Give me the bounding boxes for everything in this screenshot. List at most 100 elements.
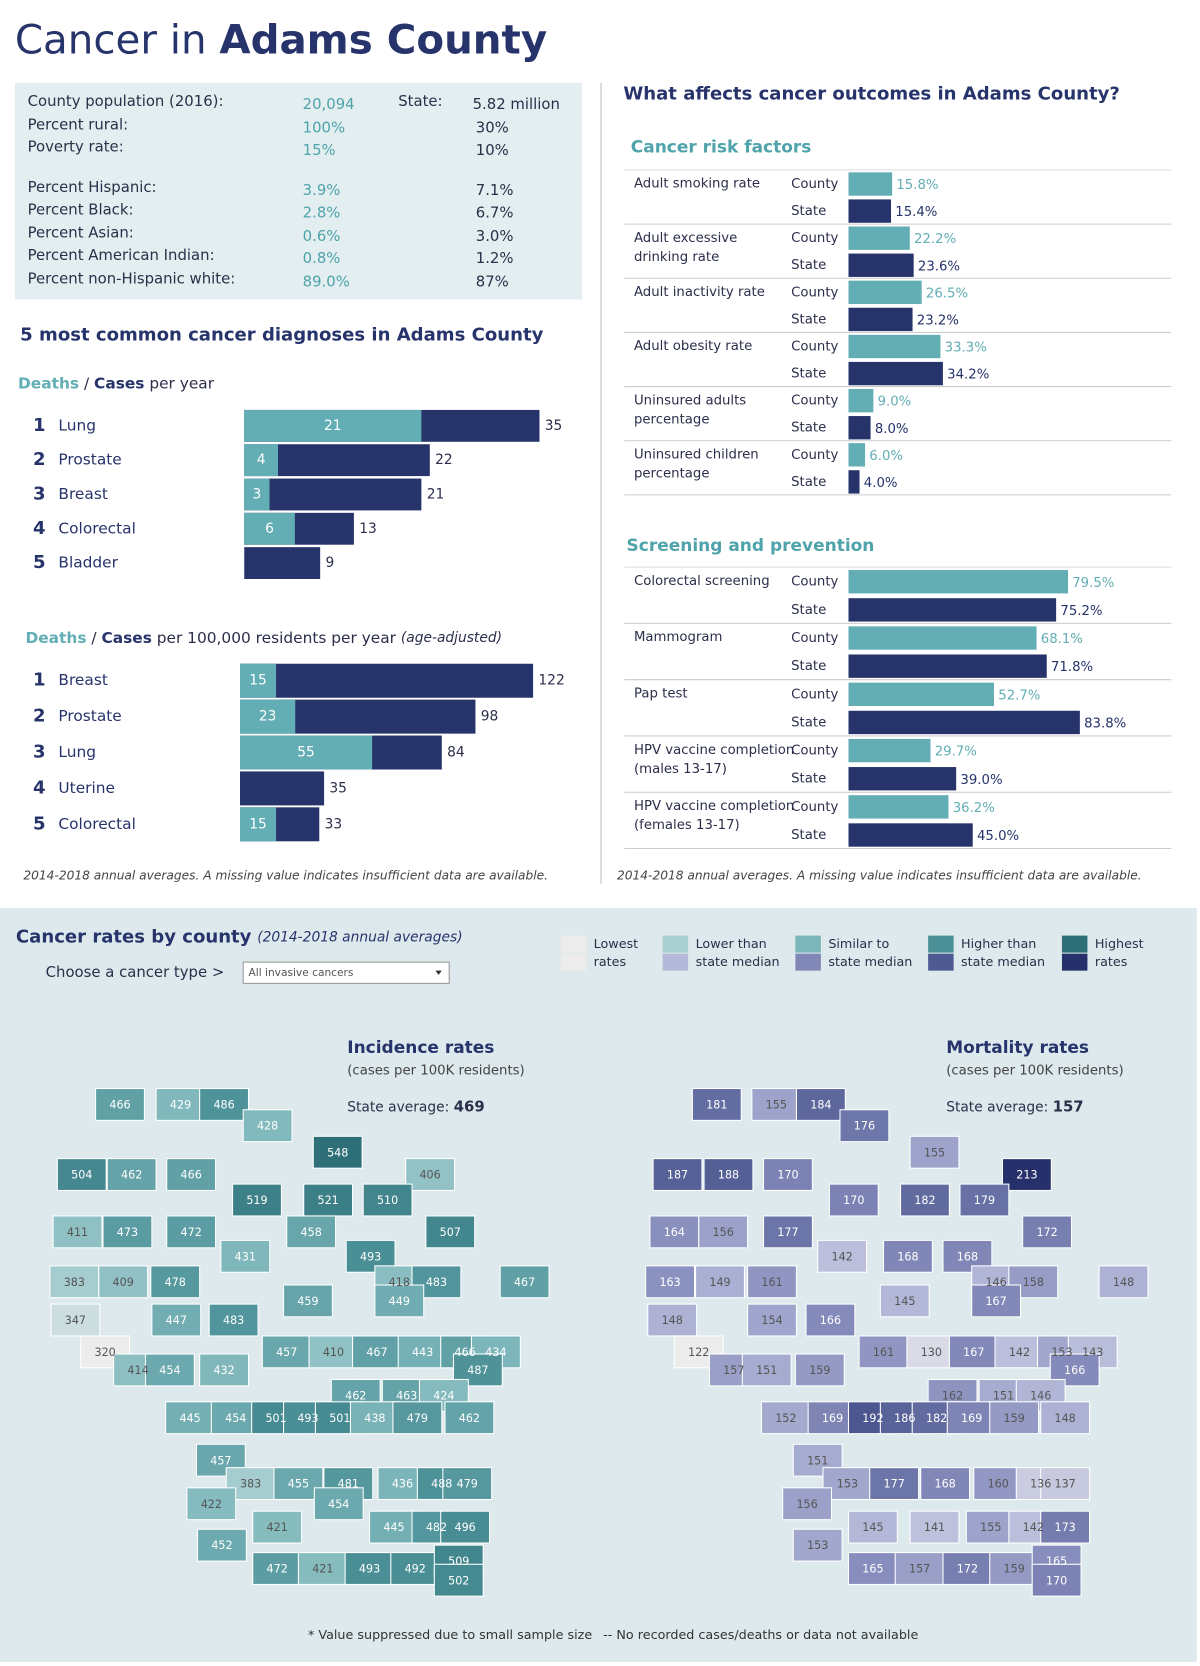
deaths-label: 4 xyxy=(257,452,266,468)
cases-label: 84 xyxy=(447,745,465,761)
county-value: 184 xyxy=(810,1099,831,1112)
series-name: County xyxy=(791,285,838,300)
county-value: 163 xyxy=(659,1276,680,1289)
average-value: 157 xyxy=(1053,1098,1084,1116)
value-label: 45.0% xyxy=(977,829,1019,844)
county-value: 169 xyxy=(822,1412,843,1425)
dropdown[interactable] xyxy=(242,961,450,984)
series-name: County xyxy=(791,575,838,590)
value-label: 33.3% xyxy=(945,341,987,356)
county-value: 449 xyxy=(389,1295,410,1308)
demo-label: Percent American Indian: xyxy=(28,246,215,264)
county-value: 421 xyxy=(267,1521,288,1534)
county xyxy=(433,1563,484,1597)
demo-county: 3.9% xyxy=(303,181,341,199)
deaths-label: 15 xyxy=(249,673,267,689)
county-value: 466 xyxy=(181,1169,202,1182)
chart-subtitle: Deaths / Cases per 100,000 residents per… xyxy=(25,629,502,647)
county-value: 519 xyxy=(246,1194,267,1207)
county-value: 169 xyxy=(961,1412,982,1425)
series-name: State xyxy=(791,258,826,273)
demo-state: 3.0% xyxy=(476,227,514,245)
demo-label: Poverty rate: xyxy=(28,138,124,156)
county xyxy=(98,1265,149,1299)
footnote: 2014-2018 annual averages. A missing val… xyxy=(617,869,1142,883)
series-name: State xyxy=(791,475,826,490)
demo-state: 10% xyxy=(476,141,509,159)
legend-swatch xyxy=(662,953,689,971)
county-value: 429 xyxy=(170,1099,191,1112)
legend-label: Lowest rates xyxy=(594,937,639,970)
bar xyxy=(848,598,1057,622)
county xyxy=(763,1158,813,1192)
series-name: County xyxy=(791,687,838,702)
county xyxy=(106,1158,157,1192)
county-value: 479 xyxy=(407,1412,428,1425)
deaths-label: 6 xyxy=(265,521,274,537)
county xyxy=(56,1158,107,1192)
legend-sep: / xyxy=(84,374,90,392)
county-value: 142 xyxy=(1009,1346,1030,1359)
legend-label: Lower than state median xyxy=(696,937,780,970)
county-value: 493 xyxy=(359,1563,380,1576)
bar xyxy=(848,361,943,386)
county xyxy=(703,1158,754,1192)
county xyxy=(390,1552,441,1585)
demo-label: County population (2016): xyxy=(28,92,224,110)
county-value: 428 xyxy=(257,1120,278,1133)
county-value: 136 xyxy=(1030,1478,1051,1491)
legend-label: Highest rates xyxy=(1095,937,1144,970)
county-value: 406 xyxy=(419,1169,440,1182)
deaths-bar xyxy=(240,699,296,734)
value-label: 15.8% xyxy=(896,178,938,193)
demo-label: Percent Hispanic: xyxy=(28,178,157,196)
maps-subtitle: (2014-2018 annual averages) xyxy=(257,930,462,946)
county-value: 462 xyxy=(459,1412,480,1425)
category: Uninsured children percentage xyxy=(634,448,759,482)
category: HPV vaccine completion (females 13-17) xyxy=(634,799,794,833)
value-label: 4.0% xyxy=(864,476,898,491)
series-name: State xyxy=(791,421,826,436)
value-label: 26.5% xyxy=(926,286,968,301)
county-value: 347 xyxy=(65,1314,86,1327)
state-average: State average: 157 xyxy=(946,1098,1083,1116)
value-label: 22.2% xyxy=(914,232,956,247)
category: Colorectal xyxy=(58,519,135,537)
legend-sep: / xyxy=(91,629,97,647)
legend-swatch xyxy=(928,953,954,971)
value-label: 83.8% xyxy=(1084,717,1126,732)
county-value: 146 xyxy=(985,1276,1006,1289)
county xyxy=(374,1284,425,1318)
bar xyxy=(848,334,941,359)
county-value: 422 xyxy=(201,1498,222,1511)
bar xyxy=(848,199,892,223)
bar xyxy=(848,570,1068,594)
county xyxy=(425,1215,476,1249)
county-value: 155 xyxy=(924,1146,945,1159)
rank: 5 xyxy=(33,813,46,834)
county xyxy=(312,1135,363,1169)
county-value: 159 xyxy=(1004,1412,1025,1425)
county-value: 418 xyxy=(389,1276,410,1289)
subtitle-rest: per 100,000 residents per year xyxy=(157,629,397,647)
value-label: 9.0% xyxy=(878,395,912,410)
cases-bar xyxy=(240,663,534,698)
county-value: 145 xyxy=(862,1521,883,1534)
map-title: Incidence rates xyxy=(347,1038,494,1058)
county xyxy=(894,1552,945,1585)
county-value: 186 xyxy=(894,1412,915,1425)
county-value: 187 xyxy=(667,1169,688,1182)
category: Colorectal xyxy=(58,815,135,833)
county-value: 164 xyxy=(664,1226,685,1239)
county-value: 445 xyxy=(179,1412,200,1425)
category: Prostate xyxy=(58,707,121,725)
deaths-bar xyxy=(244,478,270,511)
legend-swatch xyxy=(560,953,587,971)
chart-subtitle: Deaths / Cases per year xyxy=(18,374,215,392)
category: Colorectal screening xyxy=(634,574,770,589)
bar xyxy=(848,253,914,277)
county-value: 486 xyxy=(213,1099,234,1112)
demo-county: 0.8% xyxy=(303,249,341,267)
county-value: 455 xyxy=(288,1478,309,1491)
county xyxy=(869,1467,920,1501)
